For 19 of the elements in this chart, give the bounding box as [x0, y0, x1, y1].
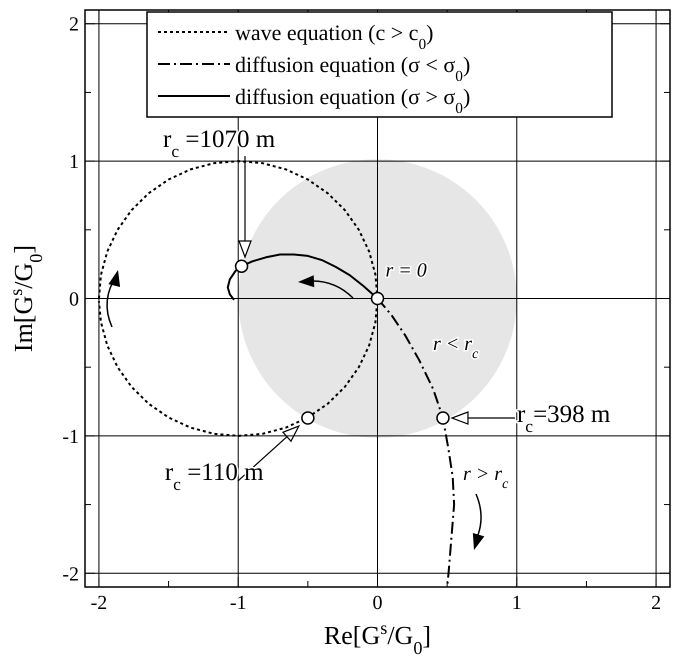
annotation: r = 0: [386, 260, 427, 282]
y-tick-label: -2: [62, 563, 79, 586]
x-tick-label: 2: [651, 592, 662, 614]
legend-label: wave equation (c > c$_{0}$): [235, 20, 434, 52]
y-tick-label: 2: [69, 14, 79, 36]
x-tick-label: 1: [512, 592, 522, 614]
legend-label: diffusion equation (σ > σ$_{0}$): [235, 84, 470, 116]
annotation: r > r$_{c}$: [463, 463, 510, 492]
annotation: r < r$_{c}$: [433, 333, 480, 362]
annotation: r$_{c}$ =110 m: [164, 459, 264, 494]
y-tick-label: 1: [69, 151, 79, 174]
x-tick-label: 0: [372, 592, 382, 614]
y-tick-label: 0: [69, 288, 79, 310]
legend-label: diffusion equation (σ < σ$_{0}$): [235, 52, 470, 84]
x-tick-label: -2: [90, 592, 108, 614]
y-tick-label: -1: [62, 426, 79, 448]
annotation: r$_{c}$=398 m: [516, 401, 611, 436]
x-tick-label: -1: [230, 592, 247, 614]
x-axis-title: Re[G$^{s}$/G$_{0}$]: [324, 618, 432, 656]
